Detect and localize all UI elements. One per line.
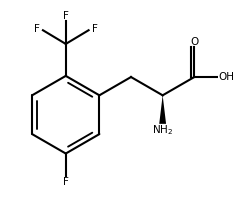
Text: O: O — [190, 37, 198, 47]
Text: F: F — [34, 24, 40, 34]
Text: F: F — [92, 24, 98, 34]
Text: F: F — [63, 177, 69, 187]
Polygon shape — [159, 95, 166, 124]
Text: OH: OH — [219, 72, 234, 82]
Text: NH$_2$: NH$_2$ — [152, 123, 173, 137]
Text: F: F — [63, 11, 69, 21]
